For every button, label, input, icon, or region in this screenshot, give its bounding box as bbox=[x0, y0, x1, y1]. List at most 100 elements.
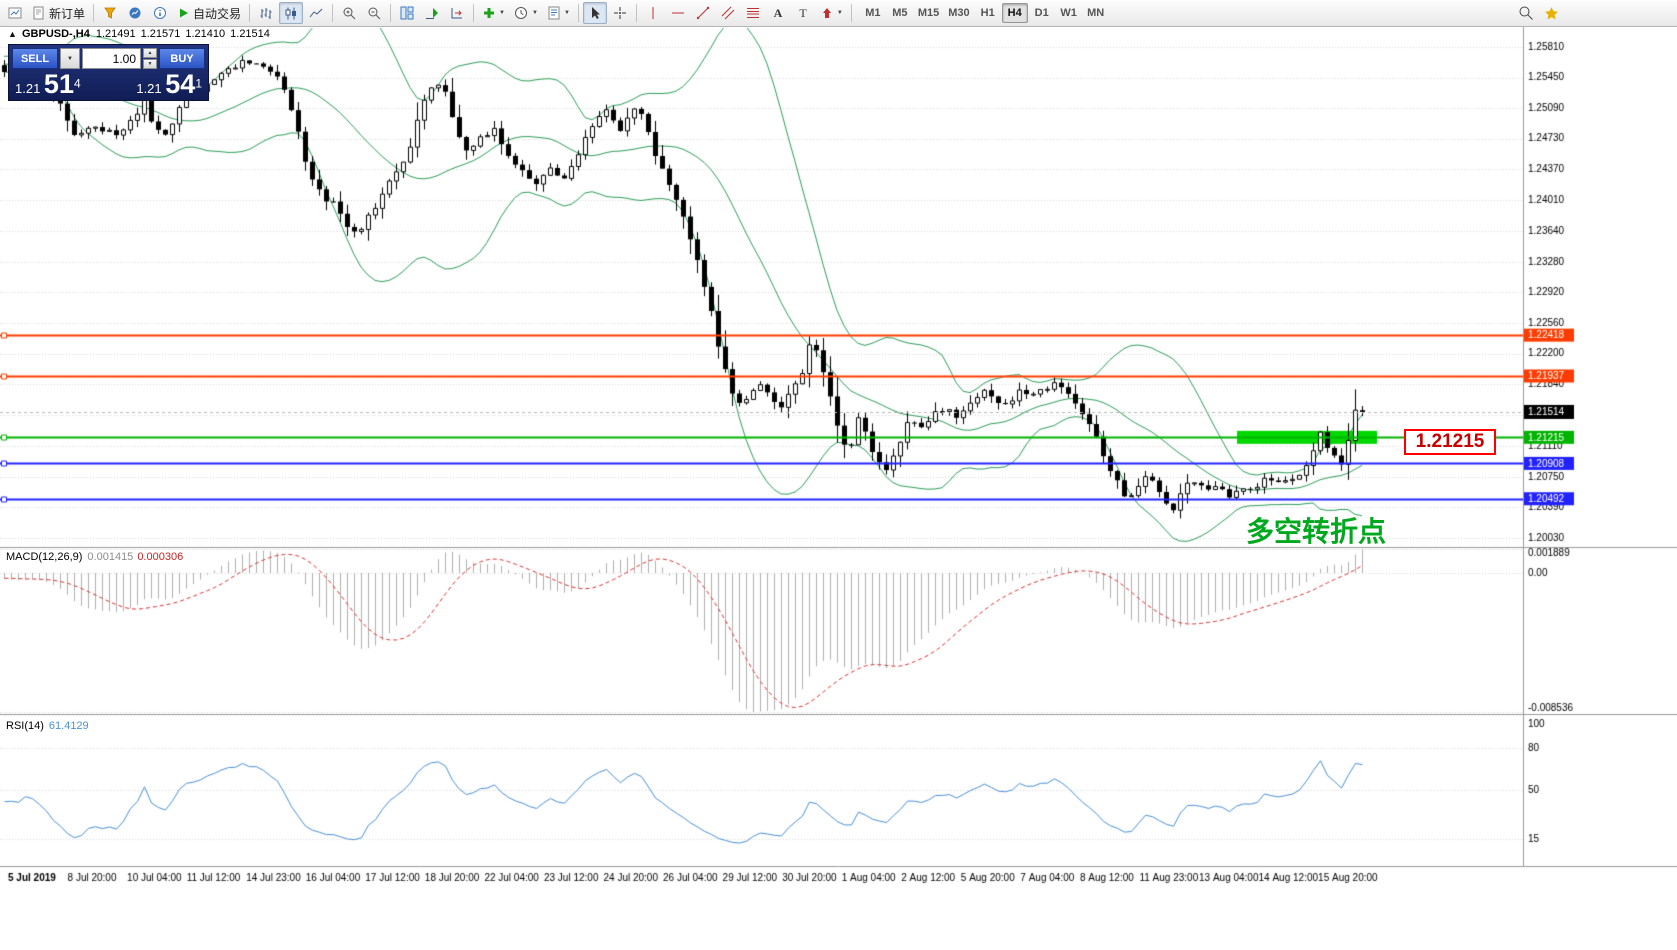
vertical-line-button[interactable] bbox=[641, 2, 665, 24]
favorites-button[interactable] bbox=[1539, 2, 1563, 24]
main-chart-plot-area[interactable] bbox=[0, 27, 1523, 547]
zoom-in-button[interactable] bbox=[337, 2, 361, 24]
rsi-name: RSI(14) bbox=[6, 720, 44, 732]
horizontal-line-button[interactable] bbox=[666, 2, 690, 24]
zoom-out-button[interactable] bbox=[362, 2, 386, 24]
search-icon bbox=[1519, 6, 1533, 20]
auto-scroll-icon bbox=[425, 7, 438, 19]
text-label-icon: T bbox=[799, 6, 807, 20]
toolbar-separator bbox=[635, 4, 637, 22]
toolbar-separator bbox=[473, 4, 475, 22]
toolbar-separator bbox=[249, 4, 251, 22]
crosshair-icon bbox=[613, 7, 626, 19]
macd-name: MACD(12,26,9) bbox=[6, 551, 83, 563]
ohlc-open: 1.21491 bbox=[95, 28, 136, 40]
buy-price-sup: 1 bbox=[195, 76, 202, 91]
sell-price-sup: 4 bbox=[73, 76, 81, 91]
auto-scroll-button[interactable] bbox=[420, 2, 444, 24]
channel-icon bbox=[721, 6, 735, 20]
pane-separator[interactable] bbox=[0, 712, 1677, 717]
collapse-arrow-icon: ▲ bbox=[8, 29, 17, 39]
new-order-button[interactable]: 新订单 bbox=[28, 2, 89, 24]
timeframe-button-m15[interactable]: M15 bbox=[914, 3, 943, 23]
buy-price-big: 54 bbox=[165, 69, 196, 99]
candlestick-chart-button[interactable] bbox=[279, 2, 304, 24]
sell-price[interactable]: 1.21 514 bbox=[15, 71, 81, 98]
chart-shift-button[interactable] bbox=[445, 2, 469, 24]
chevron-down-icon: ▼ bbox=[563, 10, 570, 16]
turning-point-note[interactable]: 多空转折点 bbox=[1246, 516, 1387, 547]
profile-button[interactable] bbox=[98, 2, 122, 24]
trade-panel-collapse-button[interactable]: ▲ bbox=[8, 30, 17, 39]
timeframe-button-h1[interactable]: H1 bbox=[975, 3, 1001, 23]
new-chart-button[interactable] bbox=[3, 2, 27, 24]
play-icon bbox=[180, 8, 189, 18]
text-button[interactable]: A bbox=[766, 2, 790, 24]
price-axis-area[interactable] bbox=[1523, 27, 1677, 867]
stepper-up-icon[interactable]: ▲ bbox=[143, 48, 157, 58]
buy-price[interactable]: 1.21 541 bbox=[136, 69, 202, 99]
vertical-line-icon bbox=[652, 7, 654, 19]
timeframe-button-mn[interactable]: MN bbox=[1083, 3, 1109, 23]
bar-chart-button[interactable] bbox=[254, 2, 278, 24]
ohlc-low: 1.21410 bbox=[185, 28, 226, 40]
indicator-plus-icon bbox=[484, 8, 495, 18]
svg-text:A: A bbox=[774, 6, 783, 20]
chart-shift-icon bbox=[451, 7, 462, 18]
tile-windows-icon bbox=[400, 6, 414, 19]
crosshair-button[interactable] bbox=[608, 2, 632, 24]
tile-windows-button[interactable] bbox=[395, 2, 419, 24]
timeframe-button-h4[interactable]: H4 bbox=[1001, 3, 1028, 23]
buy-button[interactable]: BUY bbox=[159, 48, 205, 69]
timeframe-button-m5[interactable]: M5 bbox=[887, 3, 913, 23]
new-order-label: 新订单 bbox=[49, 6, 86, 21]
zoom-out-icon bbox=[368, 7, 380, 19]
toolbar-separator bbox=[332, 4, 334, 22]
rsi-pane-area[interactable] bbox=[0, 716, 1523, 864]
data-window-button[interactable] bbox=[148, 2, 172, 24]
timeframe-button-w1[interactable]: W1 bbox=[1056, 3, 1082, 23]
clock-icon bbox=[514, 6, 527, 19]
macd-signal-value: 0.000306 bbox=[137, 551, 184, 563]
ohlc-close: 1.21514 bbox=[230, 28, 270, 40]
horizontal-line-icon bbox=[671, 12, 684, 14]
rsi-label: RSI(14) 61.4129 bbox=[6, 720, 89, 732]
arrows-button[interactable]: ▼ bbox=[816, 2, 847, 24]
timeframe-button-m30[interactable]: M30 bbox=[944, 3, 973, 23]
fibonacci-button[interactable] bbox=[741, 2, 765, 24]
market-watch-button[interactable] bbox=[123, 2, 147, 24]
channel-button[interactable] bbox=[716, 2, 740, 24]
timeframe-button-d1[interactable]: D1 bbox=[1029, 3, 1055, 23]
line-chart-button[interactable] bbox=[304, 2, 328, 24]
bar-chart-icon bbox=[260, 7, 272, 19]
funnel-icon bbox=[104, 7, 116, 19]
sell-button[interactable]: SELL bbox=[12, 48, 58, 69]
stepper-down-icon[interactable]: ▼ bbox=[143, 59, 157, 69]
text-label-button[interactable]: T bbox=[791, 2, 815, 24]
line-chart-icon bbox=[309, 8, 322, 17]
chevron-down-icon: ▼ bbox=[67, 55, 73, 62]
timeframe-button-m1[interactable]: M1 bbox=[860, 3, 886, 23]
trendline-button[interactable] bbox=[691, 2, 715, 24]
macd-pane-area[interactable] bbox=[0, 549, 1523, 712]
indicators-button[interactable]: ▼ bbox=[478, 2, 509, 24]
pane-separator[interactable] bbox=[0, 545, 1677, 550]
volume-input[interactable] bbox=[81, 48, 141, 69]
cursor-button[interactable] bbox=[582, 2, 607, 24]
toolbar-separator bbox=[93, 4, 95, 22]
periods-button[interactable]: ▼ bbox=[510, 2, 542, 24]
fibonacci-icon bbox=[746, 8, 759, 18]
chevron-down-icon: ▼ bbox=[836, 10, 843, 16]
time-axis-area[interactable] bbox=[0, 867, 1677, 890]
toolbar-separator bbox=[390, 4, 392, 22]
svg-text:T: T bbox=[799, 6, 807, 20]
price-annotation-label[interactable]: 1.21215 bbox=[1404, 429, 1496, 455]
volume-dropdown-button[interactable]: ▼ bbox=[60, 48, 80, 69]
auto-trading-button[interactable]: 自动交易 bbox=[173, 2, 245, 24]
symbol-label: GBPUSD-,H4 bbox=[22, 28, 90, 40]
rsi-value: 61.4129 bbox=[48, 720, 89, 732]
auto-trading-label: 自动交易 bbox=[193, 6, 242, 21]
templates-button[interactable]: ▼ bbox=[543, 2, 574, 24]
search-button[interactable] bbox=[1514, 2, 1538, 24]
